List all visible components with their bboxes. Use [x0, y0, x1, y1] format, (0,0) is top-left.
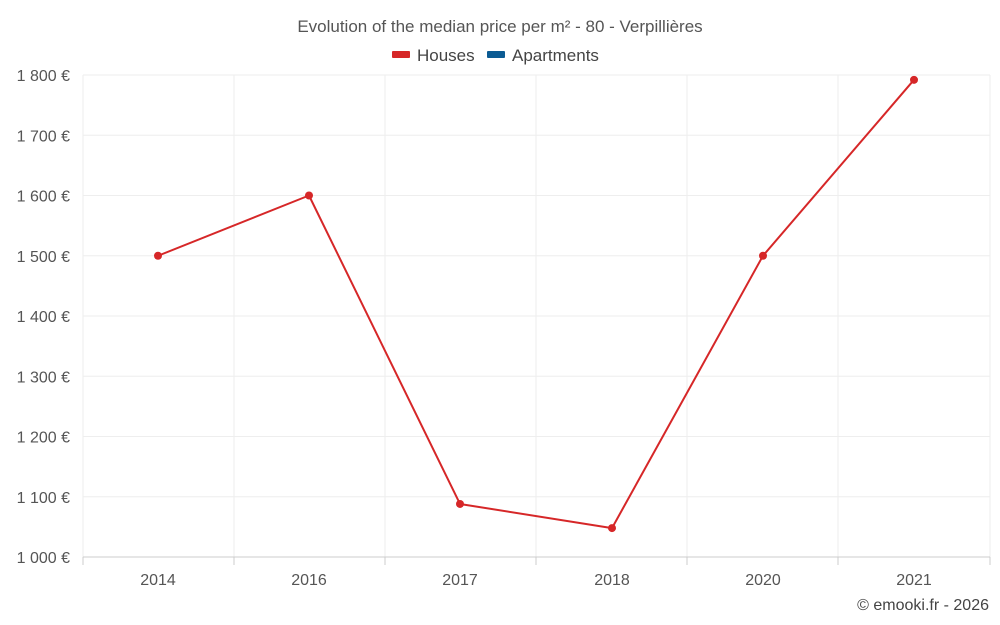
legend-label-houses: Houses: [417, 46, 475, 65]
y-tick-label: 1 400 €: [17, 309, 70, 326]
y-tick-label: 1 700 €: [17, 128, 70, 145]
x-tick-label: 2021: [896, 572, 932, 589]
legend-item-houses[interactable]: Houses: [392, 46, 475, 65]
x-tick-label: 2014: [140, 572, 176, 589]
data-point-houses-2021[interactable]: [910, 75, 918, 84]
x-tick-label: 2020: [745, 572, 781, 589]
chart-title: Evolution of the median price per m² - 8…: [297, 17, 702, 36]
data-point-houses-2016[interactable]: [305, 191, 313, 200]
series-line-houses: [157, 78, 915, 530]
y-tick-label: 1 500 €: [17, 249, 70, 266]
data-point-houses-2014[interactable]: [154, 251, 162, 260]
data-point-houses-2020[interactable]: [759, 251, 767, 260]
data-point-houses-2017[interactable]: [456, 499, 464, 508]
axes: 1 000 € 1 100 € 1 200 € 1 300 € 1 400 € 1 500…: [17, 68, 991, 589]
legend-swatch-apartments: [487, 51, 505, 58]
legend-label-apartments: Apartments: [512, 46, 599, 65]
y-tick-label: 1 200 €: [17, 430, 70, 447]
credit-text: © emooki.fr - 2026: [857, 597, 989, 614]
x-tick-label: 2016: [291, 572, 327, 589]
y-tick-label: 1 100 €: [17, 490, 70, 507]
grid: [82, 74, 991, 557]
y-tick-label: 1 800 €: [17, 68, 70, 85]
legend: Houses Apartments: [392, 46, 599, 65]
series-layer: [154, 75, 918, 533]
legend-item-apartments[interactable]: Apartments: [487, 46, 599, 65]
y-tick-label: 1 000 €: [17, 550, 70, 567]
legend-swatch-houses: [392, 51, 410, 58]
y-tick-label: 1 300 €: [17, 369, 70, 386]
x-tick-label: 2018: [594, 572, 630, 589]
y-tick-label: 1 600 €: [17, 189, 70, 206]
data-point-houses-2018[interactable]: [608, 524, 616, 533]
x-tick-label: 2017: [442, 572, 478, 589]
